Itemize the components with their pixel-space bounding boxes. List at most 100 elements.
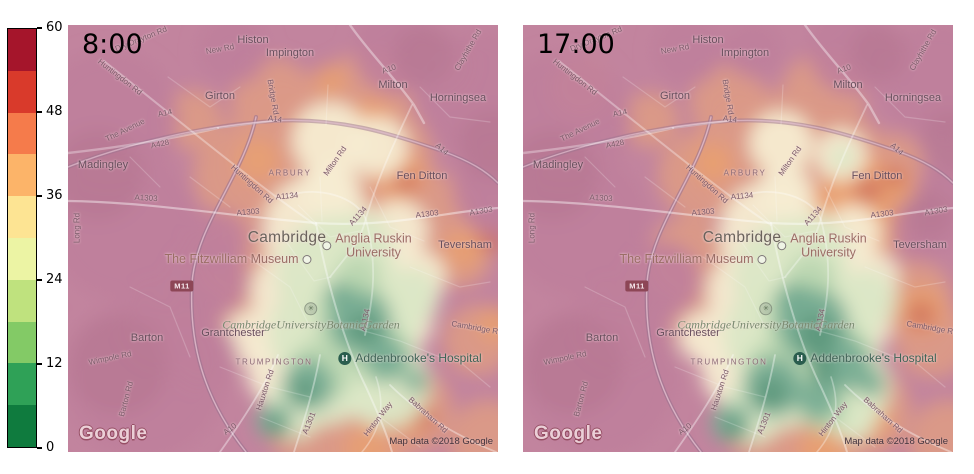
label-text: Hinton Way — [361, 400, 395, 438]
map-label-horningsea: Horningsea — [430, 92, 486, 104]
map-label-girton: Girton — [205, 90, 235, 102]
label-text: TRUMPINGTON — [235, 357, 313, 367]
map-label-barton-rd: Barton Rd — [117, 380, 135, 417]
map-label-long-rd: Long Rd — [528, 213, 537, 243]
label-text: A10 — [835, 62, 853, 76]
label-text: Grantchester — [656, 327, 720, 339]
label-text: Horningsea — [884, 92, 942, 104]
label-text: Bridge Rd — [720, 78, 736, 116]
label-line: Botanic — [781, 317, 819, 332]
label-text: A14 — [267, 113, 283, 125]
map-label-m11: M11 — [170, 280, 194, 292]
label-text: Long Rd — [72, 212, 82, 244]
map-label-a1303: A1303 — [469, 205, 493, 218]
label-line: Cambridge — [677, 317, 732, 332]
map-label-huntingdon-rd: Huntingdon Rd — [96, 57, 144, 97]
map-label-a428: A428 — [605, 138, 625, 151]
label-text: Histon — [237, 34, 269, 46]
tick-label: 36 — [46, 188, 63, 204]
map-label-cambridge: ✳ CambridgeUniversityBotanicGarden — [222, 302, 400, 331]
tick-mark — [37, 27, 42, 29]
map-label-clayhithe-rd: Clayhithe Rd — [453, 28, 484, 72]
map-label-a1303: A1303 — [236, 207, 260, 218]
label-text: Barton — [585, 332, 619, 344]
google-logo: Google — [79, 423, 148, 444]
label-text: A10 — [221, 421, 239, 437]
label-text: Cambridge Rd — [450, 319, 498, 337]
label-text: A14 — [433, 140, 451, 158]
colorbar-segment — [8, 237, 36, 280]
label-line: Cambridge — [222, 317, 277, 332]
map-label-a1303: A1303 — [924, 205, 948, 218]
label-text: Milton Rd — [321, 144, 349, 178]
label-text: A1301 — [300, 410, 318, 436]
label-text: Grantchester — [201, 327, 265, 339]
map-label-teversham: Teversham — [893, 239, 947, 251]
label-text: Impington — [265, 47, 315, 59]
label-text: Huntingdon Rd — [96, 57, 144, 97]
map-attribution: Map data ©2018 Google — [389, 436, 493, 447]
map-label-barton: Barton — [131, 332, 163, 344]
map-label-milton-rd: Milton Rd — [777, 145, 804, 178]
label-text: A1303 — [236, 206, 260, 218]
map-label-madingley: Madingley — [78, 159, 128, 171]
label-text: Anglia Ruskin University — [335, 231, 411, 260]
label-text: TRUMPINGTON — [690, 357, 768, 367]
map-label-a428: A428 — [150, 138, 170, 151]
map-label-anglia-ruskin: Anglia Ruskin University — [777, 231, 867, 260]
label-text: Clayhithe Rd — [907, 27, 939, 73]
map-label-hauxton-rd: Hauxton Rd — [254, 369, 276, 412]
map-panel-0800: Histon Impington Girton Milton Horningsea Mad… — [68, 25, 498, 452]
label-text: Wimpole Rd — [542, 349, 588, 367]
map-label-m11: M11 — [625, 280, 649, 292]
label-line: Botanic — [326, 317, 364, 332]
label-text: Histon — [692, 34, 724, 46]
map-attribution: Map data ©2018 Google — [844, 436, 948, 447]
map-label-the-fitzwilliam-museum: The Fitzwilliam Museum — [619, 252, 767, 266]
map-label-long-rd: Long Rd — [73, 213, 82, 243]
label-text: A1303 — [923, 204, 949, 218]
map-label-horningsea: Horningsea — [885, 92, 941, 104]
label-line: Garden — [363, 317, 400, 332]
colorbar-ticks: 60 48 36 24 12 0 — [37, 20, 77, 455]
tick-label: 0 — [46, 440, 55, 456]
map-label-babraham-rd: Babraham Rd — [407, 395, 450, 435]
tick-mark — [37, 195, 42, 197]
colorbar-segment — [8, 279, 36, 322]
map-label-bridge-rd: Bridge Rd — [720, 79, 735, 116]
label-text: Long Rd — [527, 212, 537, 244]
label-text: Cambridge — [247, 229, 327, 246]
tick-label: 60 — [46, 20, 63, 36]
map-label-cambridge-rd: Cambridge Rd — [451, 319, 498, 337]
label-text: Teversham — [893, 239, 947, 251]
label-text: The Avenue — [558, 116, 602, 144]
map-label-a1134: A1134 — [347, 205, 369, 228]
museum-icon — [757, 254, 767, 264]
colorbar-segment — [8, 196, 36, 238]
map-label-a1134: A1134 — [802, 205, 824, 228]
map-label-grantchester: Grantchester — [201, 327, 265, 339]
map-label-addenbrooke-s-hospital: H Addenbrooke's Hospital — [338, 351, 482, 365]
label-text: A1134 — [275, 190, 299, 202]
tick-label: 12 — [46, 356, 63, 372]
label-text: A14 — [612, 107, 628, 119]
label-text: The Fitzwilliam Museum — [164, 252, 299, 266]
map-label-a14: A14 — [434, 141, 451, 157]
google-logo: Google — [534, 423, 603, 444]
label-text: The Fitzwilliam Museum — [619, 252, 754, 266]
label-text: Cambridge — [702, 229, 782, 246]
label-text: A1301 — [755, 410, 773, 436]
map-label-a1301: A1301 — [300, 411, 317, 436]
map-label-cambridge-rd: Cambridge Rd — [906, 319, 953, 337]
map-label-new-rd: New Rd — [205, 42, 235, 56]
label-text: CambridgeUniversityBotanicGarden — [677, 317, 855, 331]
label-text: A14 — [157, 107, 173, 119]
map-label-a14: A14 — [157, 107, 173, 119]
tick-label: 24 — [46, 272, 63, 288]
tick-label: 48 — [46, 104, 63, 120]
map-label-histon: Histon — [692, 34, 723, 46]
label-text: A1134 — [347, 204, 369, 228]
label-text: A14 — [722, 113, 738, 125]
colorbar-segment — [8, 154, 36, 197]
label-line: University — [731, 317, 782, 332]
